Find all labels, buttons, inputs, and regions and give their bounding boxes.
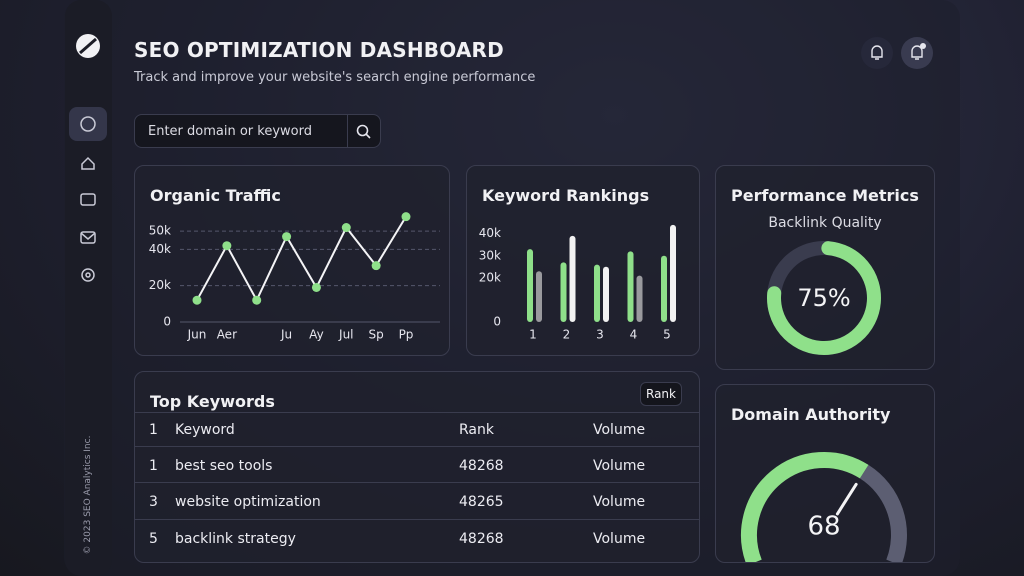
top-keywords-card: Top Keywords bbox=[134, 371, 700, 563]
organic-traffic-card: Organic Traffic bbox=[134, 165, 450, 356]
table-cell: website optimization bbox=[175, 494, 321, 510]
search-divider bbox=[347, 115, 348, 147]
sidebar-footer: © 2023 SEO Analytics Inc. bbox=[83, 435, 93, 555]
card-title: Performance Metrics bbox=[731, 186, 919, 205]
subtitle: Track and improve your website's search … bbox=[134, 70, 536, 85]
table-cell: 5 bbox=[149, 531, 158, 547]
table-cell: 1 bbox=[149, 458, 158, 474]
table-cell: 48265 bbox=[459, 494, 504, 510]
search-placeholder: Enter domain or keyword bbox=[148, 124, 312, 139]
row-divider bbox=[135, 519, 699, 520]
table-cell: Keyword bbox=[175, 422, 235, 438]
table-cell: backlink strategy bbox=[175, 531, 296, 547]
row-divider bbox=[135, 482, 699, 483]
table-cell: Volume bbox=[593, 458, 646, 474]
card-title: Top Keywords bbox=[150, 392, 275, 411]
table-cell: Volume bbox=[593, 422, 646, 438]
performance-card: Performance Metrics Backlink Quality bbox=[715, 165, 935, 370]
table-cell: Volume bbox=[593, 494, 646, 510]
table-cell: Volume bbox=[593, 531, 646, 547]
domain-authority-card: Domain Authority bbox=[715, 384, 935, 563]
keyword-rankings-card: Keyword Rankings bbox=[466, 165, 700, 356]
card-title: Domain Authority bbox=[731, 405, 891, 424]
card-title: Keyword Rankings bbox=[482, 186, 650, 205]
sidebar bbox=[65, 0, 112, 576]
table-cell: 48268 bbox=[459, 531, 504, 547]
table-cell: 1 bbox=[149, 422, 158, 438]
title: SEO OPTIMIZATION DASHBOARD bbox=[134, 38, 504, 62]
table-cell: Rank bbox=[459, 422, 494, 438]
table-cell: 48268 bbox=[459, 458, 504, 474]
table-cell: best seo tools bbox=[175, 458, 273, 474]
card-subtitle: Backlink Quality bbox=[768, 215, 882, 231]
row-divider bbox=[135, 412, 699, 413]
rank-button[interactable]: Rank bbox=[640, 382, 682, 406]
table-cell: 3 bbox=[149, 494, 158, 510]
row-divider bbox=[135, 446, 699, 447]
search-icon[interactable] bbox=[356, 124, 372, 140]
card-title: Organic Traffic bbox=[150, 186, 281, 205]
search-box[interactable]: Enter domain or keyword bbox=[134, 114, 381, 148]
